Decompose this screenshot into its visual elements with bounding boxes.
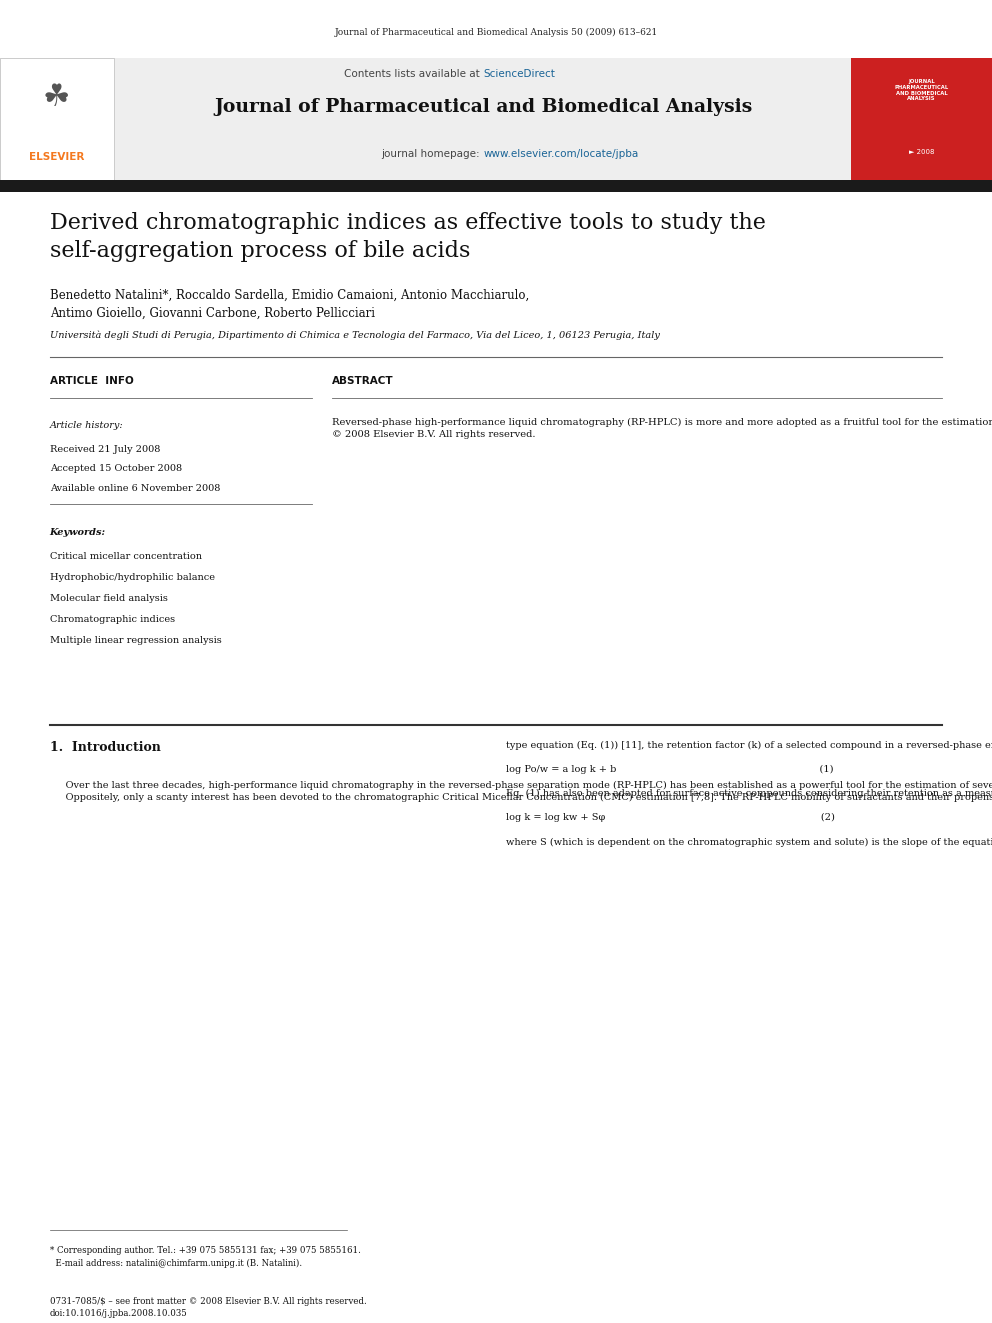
Text: Molecular field analysis: Molecular field analysis bbox=[50, 594, 168, 603]
Text: Over the last three decades, high-performance liquid chromatography in the rever: Over the last three decades, high-perfor… bbox=[50, 781, 992, 802]
Text: Article history:: Article history: bbox=[50, 421, 123, 430]
Text: Received 21 July 2008: Received 21 July 2008 bbox=[50, 445, 160, 454]
Text: ELSEVIER: ELSEVIER bbox=[29, 152, 84, 161]
Text: ☘: ☘ bbox=[43, 83, 70, 112]
Bar bbox=[851, 58, 992, 181]
Text: 0731-7085/$ – see front matter © 2008 Elsevier B.V. All rights reserved.
doi:10.: 0731-7085/$ – see front matter © 2008 El… bbox=[50, 1297, 366, 1318]
Text: Journal of Pharmaceutical and Biomedical Analysis 50 (2009) 613–621: Journal of Pharmaceutical and Biomedical… bbox=[334, 28, 658, 37]
Text: JOURNAL
PHARMACEUTICAL
AND BIOMEDICAL
ANALYSIS: JOURNAL PHARMACEUTICAL AND BIOMEDICAL AN… bbox=[895, 79, 948, 102]
Text: Keywords:: Keywords: bbox=[50, 528, 106, 537]
Text: Multiple linear regression analysis: Multiple linear regression analysis bbox=[50, 636, 221, 646]
Text: Derived chromatographic indices as effective tools to study the
self-aggregation: Derived chromatographic indices as effec… bbox=[50, 212, 766, 262]
Text: www.elsevier.com/locate/jpba: www.elsevier.com/locate/jpba bbox=[483, 149, 639, 159]
Text: type equation (Eq. (1)) [11], the retention factor (k) of a selected compound in: type equation (Eq. (1)) [11], the retent… bbox=[506, 741, 992, 847]
Text: journal homepage:: journal homepage: bbox=[381, 149, 483, 159]
Text: * Corresponding author. Tel.: +39 075 5855131 fax; +39 075 5855161.
  E-mail add: * Corresponding author. Tel.: +39 075 58… bbox=[50, 1246, 360, 1267]
Text: Available online 6 November 2008: Available online 6 November 2008 bbox=[50, 484, 220, 493]
Text: ARTICLE  INFO: ARTICLE INFO bbox=[50, 376, 133, 386]
Text: 1.  Introduction: 1. Introduction bbox=[50, 741, 161, 754]
Text: Critical micellar concentration: Critical micellar concentration bbox=[50, 552, 201, 561]
Text: Benedetto Natalini*, Roccaldo Sardella, Emidio Camaioni, Antonio Macchiarulo,
An: Benedetto Natalini*, Roccaldo Sardella, … bbox=[50, 288, 529, 319]
Text: ScienceDirect: ScienceDirect bbox=[483, 69, 555, 79]
Text: ► 2008: ► 2008 bbox=[909, 148, 934, 155]
Bar bbox=[0, 58, 851, 181]
Text: ABSTRACT: ABSTRACT bbox=[332, 376, 394, 386]
Text: Contents lists available at: Contents lists available at bbox=[344, 69, 483, 79]
Text: Journal of Pharmaceutical and Biomedical Analysis: Journal of Pharmaceutical and Biomedical… bbox=[214, 98, 752, 116]
Bar bbox=[0, 58, 114, 181]
Text: Università degli Studi di Perugia, Dipartimento di Chimica e Tecnologia del Farm: Università degli Studi di Perugia, Dipar… bbox=[50, 331, 660, 340]
Text: Hydrophobic/hydrophilic balance: Hydrophobic/hydrophilic balance bbox=[50, 573, 214, 582]
Text: Reversed-phase high-performance liquid chromatography (RP-HPLC) is more and more: Reversed-phase high-performance liquid c… bbox=[332, 418, 992, 439]
Text: Accepted 15 October 2008: Accepted 15 October 2008 bbox=[50, 464, 182, 474]
Text: Chromatographic indices: Chromatographic indices bbox=[50, 615, 175, 624]
Bar bbox=[0, 180, 992, 192]
